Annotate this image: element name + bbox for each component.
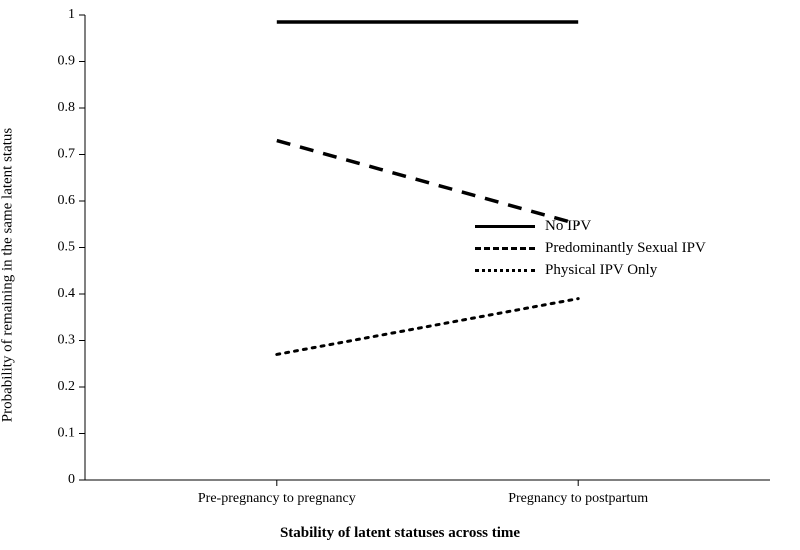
y-tick-label: 0.4 (58, 286, 76, 301)
y-tick-label: 0.2 (58, 379, 76, 394)
y-tick-label: 0.5 (58, 240, 76, 255)
legend-line-sample (475, 225, 535, 228)
y-tick-label: 0.6 (58, 193, 76, 208)
legend-item: Physical IPV Only (475, 259, 706, 281)
chart-container: 0 0.1 0.2 0.3 0.4 0.5 0.6 0.7 0.8 0.9 1 Pre-pregnan… (0, 0, 800, 550)
x-tick-label: Pre-pregnancy to pregnancy (198, 491, 356, 506)
series-line (277, 299, 578, 355)
series-line (277, 141, 578, 225)
y-tick-label: 0.8 (58, 100, 76, 115)
x-tick-label: Pregnancy to postpartum (508, 491, 648, 506)
legend-item: No IPV (475, 215, 706, 237)
legend-line-sample (475, 247, 535, 250)
legend-item: Predominantly Sexual IPV (475, 237, 706, 259)
legend-label: Physical IPV Only (545, 262, 657, 279)
legend-line-sample (475, 269, 535, 272)
y-axis-label: Probability of remaining in the same lat… (0, 128, 17, 423)
y-tick-label: 0.1 (58, 426, 76, 441)
y-tick-label: 0.3 (58, 333, 76, 348)
y-tick-label: 0.7 (58, 147, 76, 162)
legend-label: Predominantly Sexual IPV (545, 240, 706, 257)
y-tick-label: 0 (68, 472, 75, 487)
legend-label: No IPV (545, 218, 591, 235)
legend: No IPV Predominantly Sexual IPV Physical I… (475, 215, 706, 281)
y-tick-label: 1 (68, 7, 75, 22)
y-tick-label: 0.9 (58, 54, 76, 69)
x-axis-label: Stability of latent statuses across time (0, 525, 800, 542)
